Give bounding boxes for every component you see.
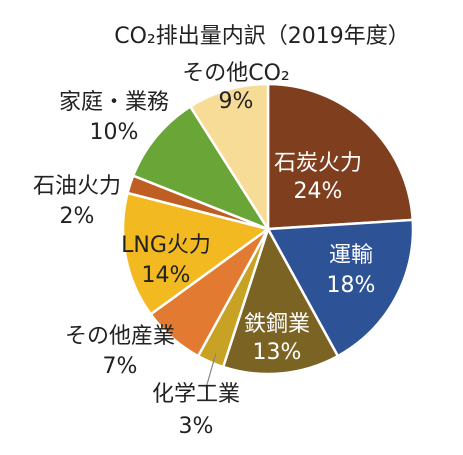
slice-value-label: 7% — [103, 354, 138, 379]
pie-slices — [121, 82, 415, 376]
slice-value-label: 2% — [60, 204, 95, 229]
slice-label: その他CO₂ — [182, 61, 290, 86]
slice-label: 化学工業 — [152, 382, 240, 407]
slice-label: LNG火力 — [121, 233, 211, 258]
pie-slice — [221, 225, 340, 376]
slice-label: 石炭火力 — [274, 151, 362, 176]
pie-slice — [188, 82, 270, 234]
slice-label: その他産業 — [65, 324, 175, 349]
slice-value-label: 24% — [294, 179, 343, 204]
pie-slice — [266, 82, 415, 231]
leader-line — [205, 352, 217, 389]
slice-value-label: 9% — [219, 89, 254, 114]
chart-title: CO₂排出量内訳（2019年度） — [114, 24, 410, 49]
slice-value-label: 13% — [253, 340, 302, 365]
slice-label: 家庭・業務 — [59, 90, 169, 115]
slice-value-label: 3% — [179, 414, 214, 439]
pie-slice — [131, 104, 272, 232]
slice-label: 運輸 — [329, 243, 373, 268]
slice-value-label: 14% — [142, 263, 191, 288]
slice-value-label: 18% — [327, 273, 376, 298]
pie-slice — [265, 218, 415, 358]
slice-label: 石油火力 — [33, 174, 121, 199]
slice-label: 鉄鋼業 — [244, 312, 310, 337]
slice-value-label: 10% — [90, 120, 139, 145]
pie-slice — [121, 191, 271, 316]
pie-labels: 石炭火力 24% 運輸 18% 鉄鋼業 13% 化学工業 3% その他産業 7% LNG火力 14% 石… — [33, 61, 375, 439]
